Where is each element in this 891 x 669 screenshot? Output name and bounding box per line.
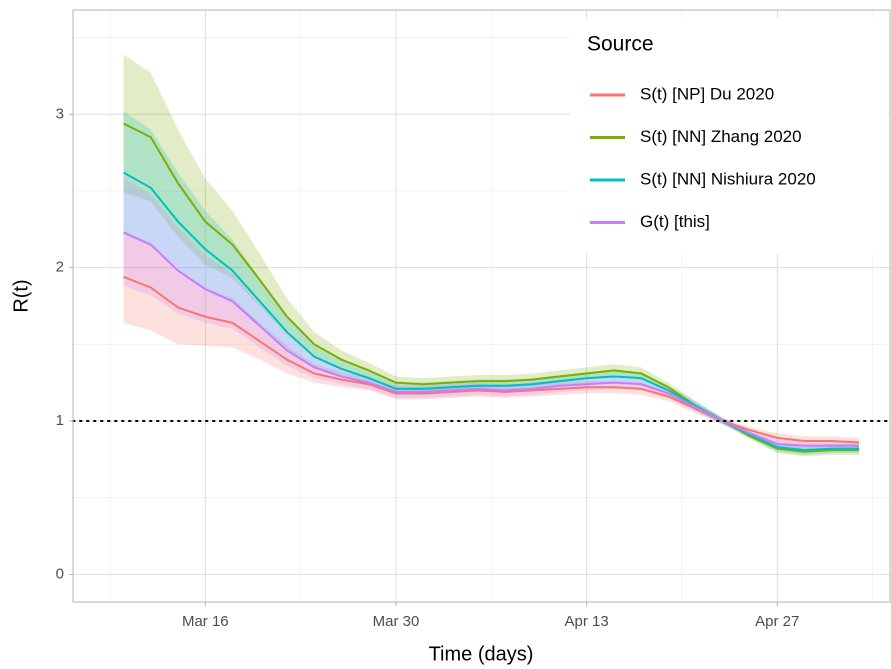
series-line [123,231,859,447]
confidence-ribbon [123,230,860,448]
y-tick-label: 0 [56,565,64,582]
x-tick-label: Mar 30 [373,613,420,630]
legend-title: Source [587,33,654,56]
x-axis-title: Time (days) [429,643,534,665]
axes: 0 1 2 3 Mar 16 Mar 30 Apr 13 Apr 27 [56,105,800,630]
legend-label: S(t) [NP] Du 2020 [640,84,774,103]
legend-label: S(t) [NN] Zhang 2020 [640,127,802,146]
y-tick-label: 2 [56,259,64,276]
x-tick-label: Apr 13 [565,613,609,630]
series-line [123,275,860,444]
x-tick-label: Mar 16 [182,613,229,630]
legend-label: G(t) [this] [640,212,710,231]
panel-border [72,9,891,603]
legend: Source S(t) [NP] Du 2020 S(t) [NN] Zhang … [570,18,888,254]
y-tick-label: 1 [56,412,64,429]
lines [72,122,891,453]
y-tick-label: 3 [56,105,64,122]
legend-label: S(t) [NN] Nishiura 2020 [640,169,816,188]
y-axis-title: R(t) [10,279,32,312]
x-tick-label: Apr 27 [755,613,799,630]
confidence-ribbon [123,54,860,457]
